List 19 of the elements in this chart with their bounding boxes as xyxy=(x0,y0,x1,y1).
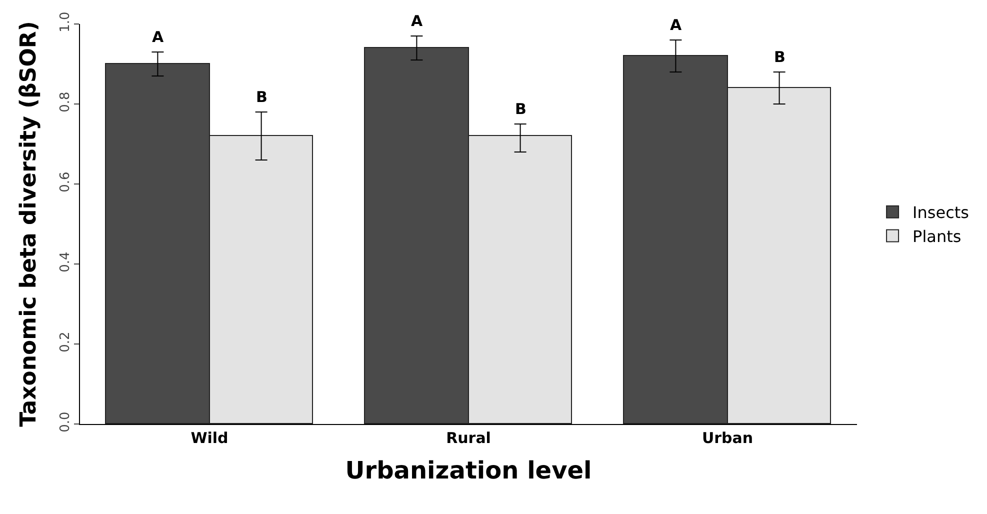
y-axis-title: Taxonomic beta diversity (βSOR) xyxy=(16,21,42,427)
x-tick-label: Urban xyxy=(702,429,754,447)
x-axis-title: Urbanization level xyxy=(345,456,592,484)
annotation: B xyxy=(774,48,786,66)
annotation: A xyxy=(152,28,164,46)
y-tick-label: 0.0 xyxy=(58,412,73,432)
annotation: B xyxy=(515,100,526,118)
legend-label: Plants xyxy=(912,226,962,246)
annotation: A xyxy=(411,12,423,30)
y-tick-label: 0.2 xyxy=(58,332,73,352)
annotation: A xyxy=(670,16,682,34)
x-tick-label: Rural xyxy=(446,429,491,447)
y-tick-label: 0.4 xyxy=(58,252,73,272)
annotation: B xyxy=(256,88,268,106)
x-tick-label: Wild xyxy=(190,429,228,447)
y-tick-label: 0.8 xyxy=(58,92,73,112)
y-tick-label: 1.0 xyxy=(58,12,73,32)
legend-label: Insects xyxy=(912,203,969,222)
y-tick-label: 0.6 xyxy=(58,172,73,192)
